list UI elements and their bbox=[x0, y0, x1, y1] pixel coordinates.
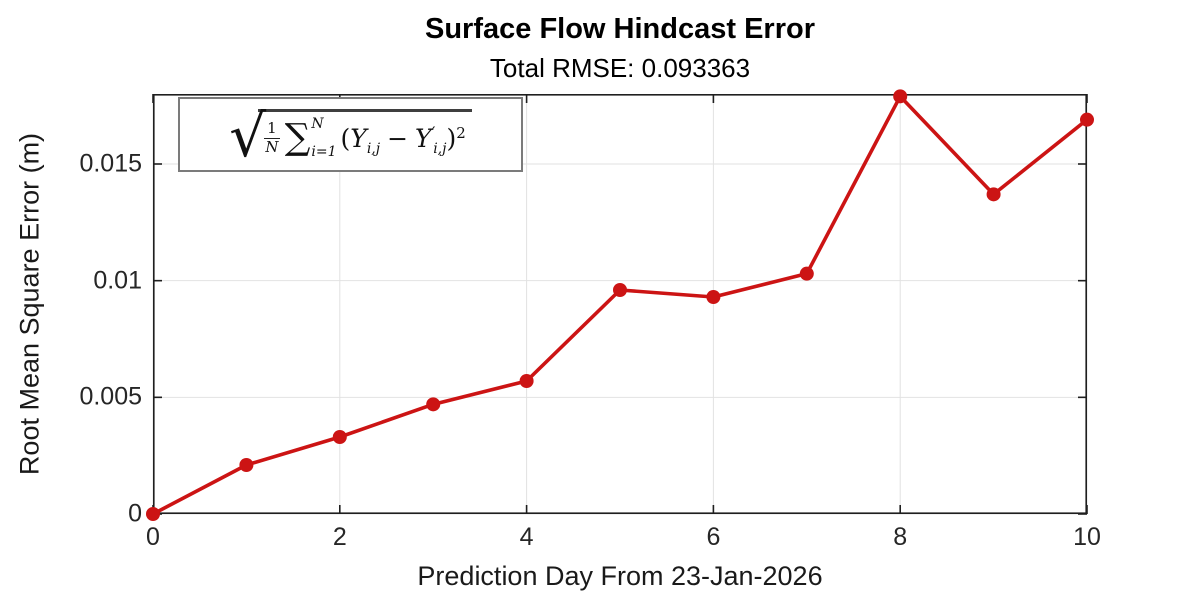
chart-subtitle: Total RMSE: 0.093363 bbox=[489, 53, 751, 83]
data-point-marker bbox=[519, 374, 534, 388]
x-tick-label: 6 bbox=[706, 523, 721, 551]
data-point-marker bbox=[426, 397, 441, 412]
data-point-marker bbox=[239, 458, 254, 472]
data-point-marker bbox=[1080, 112, 1094, 127]
sqrt-radical-symbol: √ bbox=[229, 101, 267, 170]
y-axis-label: Root Mean Square Error (m) bbox=[14, 132, 45, 476]
y-tick-label: 0.005 bbox=[79, 382, 142, 411]
y-tick-label: 0.015 bbox=[79, 149, 142, 178]
x-tick-label: 4 bbox=[519, 523, 534, 551]
summation-symbol: ∑ bbox=[284, 117, 311, 158]
data-point-marker bbox=[706, 290, 721, 304]
data-point-marker bbox=[986, 187, 1001, 202]
y-tick-label: 0 bbox=[128, 499, 142, 528]
x-tick-label: 10 bbox=[1073, 523, 1101, 551]
data-point-marker bbox=[893, 89, 908, 104]
data-point-marker bbox=[146, 507, 160, 521]
y-tick-label: 0.01 bbox=[93, 266, 142, 295]
x-tick-label: 0 bbox=[146, 523, 160, 551]
x-axis-label: Prediction Day From 23-Jan-2026 bbox=[417, 561, 823, 591]
axes-box bbox=[153, 94, 1088, 514]
data-point-marker bbox=[799, 266, 814, 281]
data-point-marker bbox=[332, 430, 347, 444]
plot-area bbox=[146, 89, 1094, 521]
data-point-marker bbox=[613, 283, 627, 297]
x-tick-label: 2 bbox=[332, 523, 347, 551]
chart-title: Surface Flow Hindcast Error bbox=[425, 13, 815, 45]
x-tick-label: 8 bbox=[893, 523, 908, 551]
